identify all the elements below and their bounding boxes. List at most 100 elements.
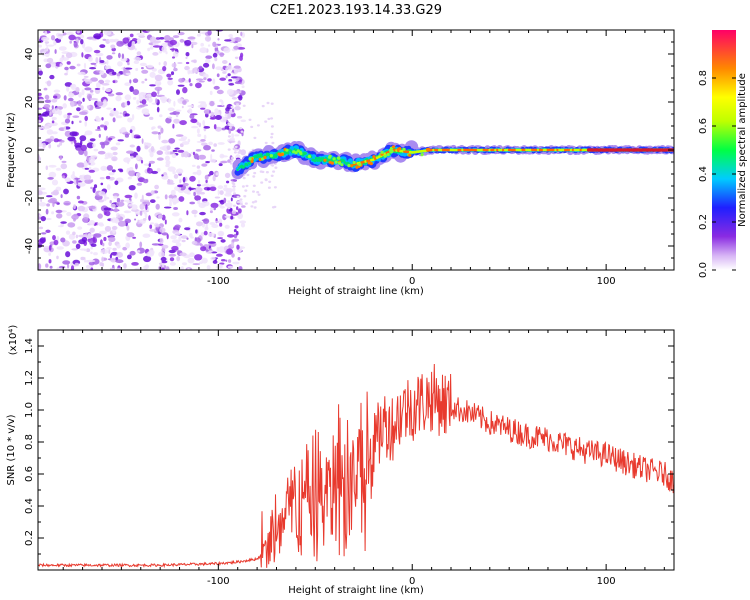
noise-speck <box>93 148 99 152</box>
noise-speck <box>189 201 196 205</box>
ridge-dot <box>328 155 332 159</box>
noise-speck <box>237 257 241 261</box>
noise-speck <box>112 110 119 116</box>
noise-speck <box>212 260 218 264</box>
noise-speck <box>224 39 232 42</box>
noise-speck <box>127 176 132 180</box>
noise-speck <box>236 47 246 50</box>
noise-speck <box>210 256 216 261</box>
noise-speck <box>212 78 216 85</box>
noise-speck <box>83 174 92 181</box>
noise-speck <box>38 68 42 71</box>
noise-speck <box>88 166 92 170</box>
noise-speck <box>223 47 231 53</box>
noise-speck <box>47 123 55 126</box>
noise-speck <box>164 150 171 155</box>
noise-speck <box>106 55 113 60</box>
ridge-dot <box>369 162 373 166</box>
bottom-plot-frame <box>37 329 675 571</box>
noise-speck <box>231 210 237 215</box>
noise-speck <box>209 222 216 225</box>
noise-speck <box>195 78 204 81</box>
ridge-dot <box>408 153 412 157</box>
noise-speck <box>129 86 134 92</box>
noise-speck <box>64 177 71 183</box>
noise-speck <box>270 132 274 136</box>
noise-speck <box>41 36 50 42</box>
noise-speck <box>80 144 88 152</box>
noise-speck <box>88 162 91 165</box>
noise-speck <box>111 52 116 55</box>
noise-speck <box>198 65 203 70</box>
noise-speck <box>86 142 95 149</box>
noise-speck <box>226 248 234 255</box>
x-tick-label: 100 <box>597 576 616 587</box>
noise-speck <box>169 48 178 51</box>
noise-speck <box>191 164 196 167</box>
noise-speck <box>109 176 115 181</box>
noise-speck <box>199 47 208 54</box>
ridge-core <box>540 148 544 152</box>
noise-speck <box>67 114 71 119</box>
noise-speck <box>82 217 89 223</box>
noise-speck <box>126 100 131 106</box>
noise-speck <box>173 67 178 72</box>
noise-speck <box>69 40 72 44</box>
noise-speck <box>48 245 52 251</box>
noise-speck <box>215 66 222 71</box>
noise-speck <box>191 240 198 245</box>
noise-speck <box>95 129 102 131</box>
noise-speck <box>77 200 84 204</box>
noise-speck <box>81 89 85 96</box>
noise-speck <box>220 155 229 158</box>
noise-speck <box>129 250 136 256</box>
noise-speck <box>195 82 202 89</box>
noise-speck <box>143 265 148 270</box>
noise-speck <box>206 187 210 191</box>
noise-speck <box>253 136 257 140</box>
noise-speck <box>227 65 233 71</box>
noise-speck <box>213 124 217 130</box>
noise-speck <box>179 179 182 184</box>
noise-speck <box>116 267 122 270</box>
noise-speck <box>239 220 247 224</box>
noise-speck <box>159 114 163 118</box>
noise-speck <box>157 125 162 129</box>
noise-speck <box>90 179 94 183</box>
noise-speck <box>192 263 201 266</box>
noise-speck <box>130 155 134 159</box>
noise-speck <box>93 33 102 39</box>
noise-speck <box>105 88 112 93</box>
noise-speck <box>84 87 92 91</box>
noise-speck <box>170 71 175 76</box>
ridge-core <box>484 148 488 152</box>
noise-speck <box>75 243 81 249</box>
noise-speck <box>126 254 132 260</box>
noise-speck <box>84 248 88 252</box>
noise-speck <box>224 125 231 130</box>
noise-speck <box>67 136 76 142</box>
noise-speck <box>185 56 188 60</box>
noise-speck <box>99 70 105 76</box>
noise-speck <box>64 72 68 76</box>
noise-speck <box>116 40 124 47</box>
noise-speck <box>121 53 125 59</box>
noise-speck <box>214 57 218 62</box>
noise-speck <box>141 67 144 70</box>
noise-speck <box>166 182 175 185</box>
noise-speck <box>116 73 121 77</box>
noise-speck <box>88 169 96 173</box>
noise-speck <box>43 104 51 109</box>
noise-speck <box>155 98 158 104</box>
noise-speck <box>163 61 167 67</box>
noise-speck <box>56 213 63 219</box>
ridge-core <box>461 148 464 152</box>
noise-speck <box>122 37 130 44</box>
ridge-dot <box>350 164 354 168</box>
noise-speck <box>146 95 150 101</box>
noise-speck <box>79 105 84 111</box>
y-tick-label: 0 <box>24 147 35 153</box>
noise-speck <box>212 52 218 58</box>
noise-speck <box>90 77 98 82</box>
noise-speck <box>196 33 201 37</box>
